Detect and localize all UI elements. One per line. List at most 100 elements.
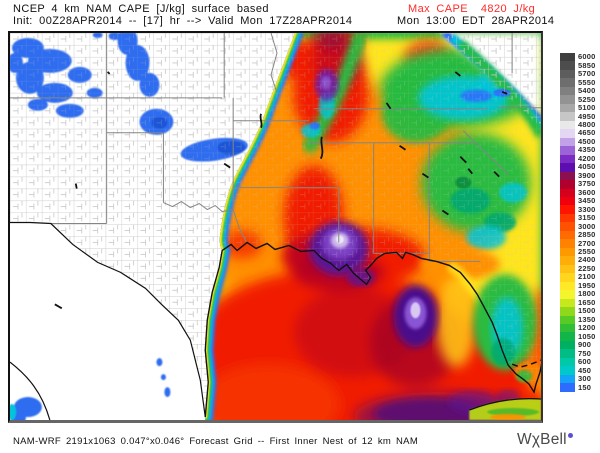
color-swatch xyxy=(560,366,575,375)
color-swatch xyxy=(560,137,575,147)
color-swatch xyxy=(560,247,575,257)
color-swatch xyxy=(560,357,575,367)
color-swatch xyxy=(560,205,575,214)
color-swatch xyxy=(560,374,575,384)
color-scale-entry: 3150 xyxy=(560,213,596,223)
color-scale-entry: 3750 xyxy=(560,180,596,189)
color-scale-entry: 3900 xyxy=(560,170,596,181)
color-scale-entry: 150 xyxy=(560,382,596,392)
color-scale-value: 2400 xyxy=(578,255,596,265)
color-scale-entry: 2550 xyxy=(560,247,596,257)
color-swatch xyxy=(560,340,575,350)
color-swatch xyxy=(560,256,575,265)
color-scale-value: 150 xyxy=(578,382,592,392)
logo-dot-icon xyxy=(567,432,573,438)
color-scale-value: 5100 xyxy=(578,103,596,113)
color-scale-entry: 450 xyxy=(560,365,596,375)
color-swatch xyxy=(560,69,575,79)
color-scale-entry: 4800 xyxy=(560,120,596,130)
color-scale-entry: 1950 xyxy=(560,280,596,291)
color-scale-entry: 3450 xyxy=(560,196,596,206)
color-scale-entry: 1500 xyxy=(560,306,596,316)
color-swatch xyxy=(560,120,575,130)
color-scale-value: 3600 xyxy=(578,187,596,197)
color-scale-value: 5250 xyxy=(578,94,596,104)
color-scale-entry: 1800 xyxy=(560,290,596,299)
color-scale-entry: 4350 xyxy=(560,145,596,155)
color-scale-value: 1200 xyxy=(578,323,596,333)
valid-local-time: Mon 13:00 EDT 28APR2014 xyxy=(397,15,555,27)
color-scale-entry: 4200 xyxy=(560,153,596,164)
color-scale-value: 4350 xyxy=(578,145,596,155)
color-scale-value: 2850 xyxy=(578,230,596,240)
color-scale-entry: 2100 xyxy=(560,272,596,282)
color-swatch xyxy=(560,188,575,197)
color-swatch xyxy=(560,154,575,164)
max-cape-readout: Max CAPE 4820 J/kg xyxy=(408,3,536,15)
color-scale-entry: 5850 xyxy=(560,61,596,70)
color-swatch xyxy=(560,180,575,189)
color-scale-value: 300 xyxy=(578,374,592,384)
color-swatch xyxy=(560,53,575,62)
color-swatch xyxy=(560,78,575,87)
color-scale-entry: 3600 xyxy=(560,187,596,197)
color-scale-value: 5700 xyxy=(578,69,596,79)
color-scale-value: 900 xyxy=(578,340,592,350)
color-scale-value: 4500 xyxy=(578,136,596,146)
color-scale-entry: 2250 xyxy=(560,263,596,274)
color-scale-value: 1950 xyxy=(578,280,596,290)
color-scale-value: 750 xyxy=(578,348,592,358)
color-scale-entry: 3000 xyxy=(560,221,596,231)
color-scale-entry: 2400 xyxy=(560,255,596,265)
color-scale-value: 4200 xyxy=(578,153,596,163)
color-scale-value: 3900 xyxy=(578,170,596,180)
cuba xyxy=(469,398,541,420)
color-scale-value: 2250 xyxy=(578,263,596,273)
color-swatch xyxy=(560,146,575,155)
color-scale-entry: 2850 xyxy=(560,230,596,240)
color-scale-entry: 1050 xyxy=(560,332,596,341)
color-scale-value: 3300 xyxy=(578,204,596,214)
color-swatch xyxy=(560,315,575,324)
lake-specks xyxy=(54,71,508,310)
wxbell-logo: WχBell xyxy=(517,431,573,449)
color-scale-entry: 4650 xyxy=(560,129,596,138)
color-scale-entry: 4500 xyxy=(560,136,596,147)
color-swatch xyxy=(560,196,575,206)
color-swatch xyxy=(560,281,575,291)
color-scale-entry: 2700 xyxy=(560,238,596,248)
cape-map xyxy=(8,31,543,423)
color-swatch xyxy=(560,86,575,96)
color-scale-value: 3150 xyxy=(578,213,596,223)
color-scale-entry: 4050 xyxy=(560,162,596,172)
color-scale-entry: 900 xyxy=(560,340,596,350)
color-swatch xyxy=(560,95,575,104)
color-scale-value: 1500 xyxy=(578,306,596,316)
color-scale-value: 600 xyxy=(578,357,592,367)
color-scale-entry: 6000 xyxy=(560,52,596,62)
color-scale-value: 5550 xyxy=(578,77,596,87)
color-swatch xyxy=(560,290,575,299)
color-scale-entry: 750 xyxy=(560,348,596,358)
color-scale-value: 4050 xyxy=(578,162,596,172)
color-scale-entry: 1350 xyxy=(560,315,596,324)
color-swatch xyxy=(560,332,575,341)
color-scale-value: 2550 xyxy=(578,247,596,257)
color-swatch xyxy=(560,264,575,274)
color-scale-value: 6000 xyxy=(578,52,596,62)
color-swatch xyxy=(560,298,575,308)
color-scale-value: 2100 xyxy=(578,272,596,282)
color-scale-entry: 5100 xyxy=(560,103,596,113)
color-scale-value: 3450 xyxy=(578,196,596,206)
color-scale-value: 3000 xyxy=(578,221,596,231)
color-scale-entry: 5250 xyxy=(560,94,596,104)
color-scale-value: 2700 xyxy=(578,238,596,248)
color-scale-value: 5400 xyxy=(578,86,596,96)
init-valid-line: Init: 00Z28APR2014 -- [17] hr --> Valid … xyxy=(13,15,353,27)
color-swatch xyxy=(560,273,575,282)
color-scale-entry: 1650 xyxy=(560,298,596,308)
color-scale-entry: 5550 xyxy=(560,77,596,87)
color-scale-value: 450 xyxy=(578,365,592,375)
color-scale-entry: 4950 xyxy=(560,112,596,121)
grid-info: NAM-WRF 2191x1063 0.047°x0.046° Forecast… xyxy=(13,436,419,447)
